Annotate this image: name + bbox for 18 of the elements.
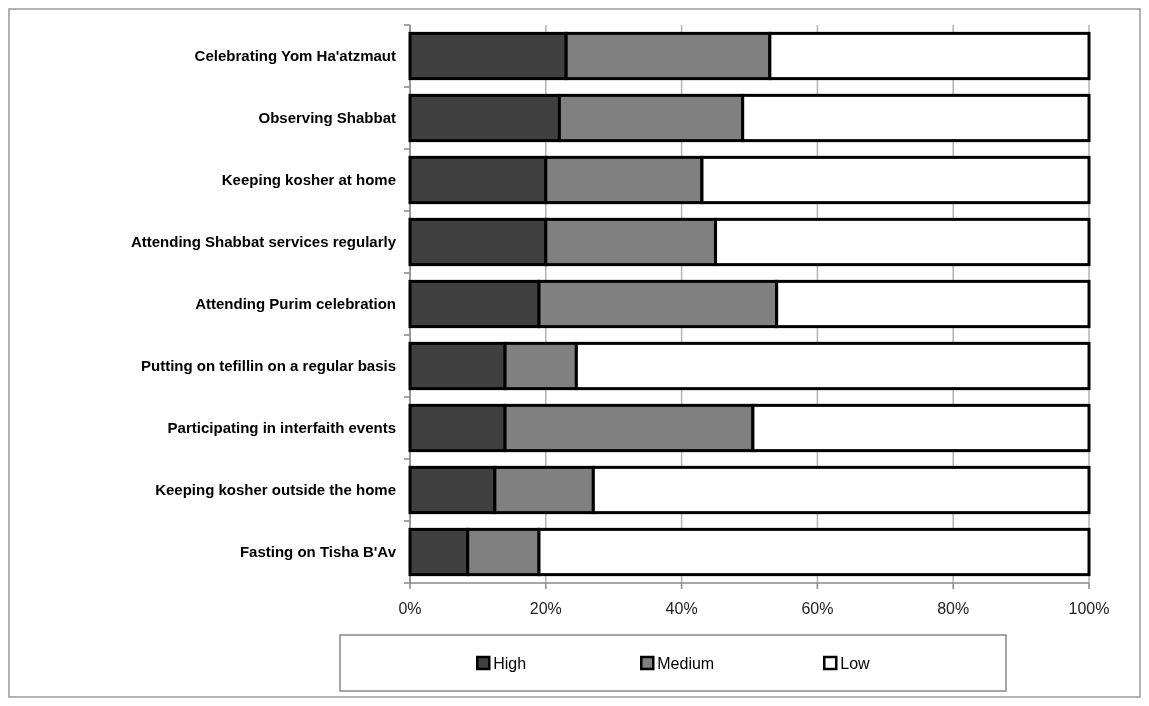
x-tick-label: 60%: [801, 599, 834, 617]
y-tick-label: Keeping kosher at home: [221, 171, 396, 189]
y-tick-label: Fasting on Tisha B'Av: [239, 543, 397, 561]
y-tick-label: Celebrating Yom Ha'atzmaut: [194, 47, 396, 65]
legend-label: Low: [840, 654, 871, 672]
legend-label: Medium: [657, 654, 715, 672]
y-tick-label: Attending Shabbat services regularly: [130, 233, 397, 251]
y-tick-label: Putting on tefillin on a regular basis: [140, 357, 396, 375]
x-tick-label: 0%: [398, 599, 422, 617]
x-tick-label: 100%: [1068, 599, 1110, 617]
y-tick-label: Keeping kosher outside the home: [155, 481, 396, 499]
legend-label: High: [493, 654, 527, 672]
y-tick-label: Participating in interfaith events: [167, 419, 396, 437]
y-tick-label: Attending Purim celebration: [195, 295, 396, 313]
x-tick-label: 40%: [665, 599, 698, 617]
y-tick-label: Observing Shabbat: [258, 109, 396, 127]
x-tick-label: 80%: [937, 599, 970, 617]
x-tick-label: 20%: [529, 599, 562, 617]
